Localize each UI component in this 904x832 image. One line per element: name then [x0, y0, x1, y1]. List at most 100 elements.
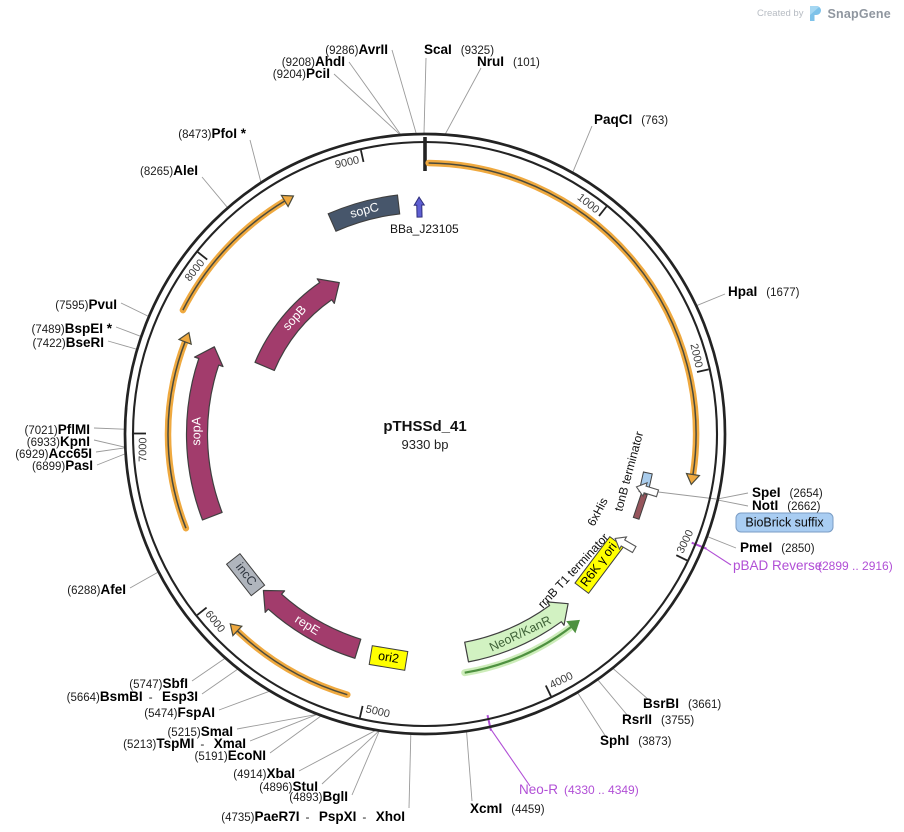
leader-SbfI [191, 658, 225, 682]
enzyme-label-PciI[interactable]: (9204)PciI [273, 66, 330, 81]
leader-BglI [351, 731, 380, 796]
enzyme-label-HpaI[interactable]: HpaI (1677) [728, 284, 800, 299]
enzyme-label-PvuI[interactable]: (7595)PvuI [55, 297, 117, 312]
enzyme-label-PaeR7IPspXIXhoI[interactable]: (4735)PaeR7I - PspXI - XhoI [221, 809, 405, 824]
scale-tick-2000 [696, 368, 709, 373]
enzyme-label-BsmBIEsp3I[interactable]: (5664)BsmBI - Esp3I [67, 689, 198, 704]
enzyme-label-PfoI[interactable]: (8473)PfoI * [178, 126, 246, 141]
enzyme-label-XcmI[interactable]: XcmI (4459) [470, 801, 545, 816]
leader-XbaI [298, 730, 376, 772]
svg-text:BioBrick suffix: BioBrick suffix [745, 515, 824, 529]
enzyme-label-NotI[interactable]: NotI (2662) [752, 498, 821, 513]
leader-RsrII [597, 679, 629, 717]
plasmid-size: 9330 bp [401, 436, 449, 452]
leader-FspAI [218, 690, 270, 711]
enzyme-label-SphI[interactable]: SphI (3873) [600, 733, 672, 748]
enzyme-label-SpeI[interactable]: SpeI (2654) [752, 485, 823, 500]
leader-AleI [201, 176, 228, 208]
feature-repE[interactable]: repE [262, 589, 362, 659]
snapgene-credit: Created by SnapGene [757, 5, 891, 22]
enzyme-label-BglI[interactable]: (4893)BglI [289, 789, 348, 804]
leader-HpaI [696, 293, 726, 306]
BBa_J23105-label: BBa_J23105 [390, 222, 459, 236]
feature-label-ori2: ori2 [377, 649, 400, 666]
feature-sopC[interactable]: sopC [327, 194, 401, 232]
scale-tick-6000 [196, 606, 208, 616]
leader-BsmBIEsp3I [201, 669, 238, 695]
leader-NruI [445, 67, 482, 134]
feature-sopA[interactable]: sopA [185, 346, 224, 521]
leader-AfeI [129, 572, 158, 589]
feature-6xHis-glyph[interactable] [632, 492, 648, 520]
enzyme-label-BseRI[interactable]: (7422)BseRI [32, 335, 104, 350]
leader-PmeI [707, 536, 737, 549]
leader-AhdI [348, 61, 401, 135]
leader-PfoI [249, 139, 262, 182]
leader-TspMIXmaI [249, 714, 317, 742]
scale-label-9000: 9000 [334, 154, 361, 171]
scale-tick-4000 [544, 685, 552, 697]
plasmid-ring-outer [123, 132, 727, 736]
primer-leader [490, 728, 531, 787]
biobrick-suffix-label[interactable]: BioBrick suffix [735, 512, 834, 533]
primer-label-pBADReverse[interactable]: pBAD Reverse(2899 .. 2916) [733, 558, 893, 573]
rrnB-T1-terminator-glyph[interactable] [612, 532, 638, 555]
primer-leader [704, 547, 732, 566]
enzyme-label-NruI[interactable]: NruI (101) [477, 54, 540, 69]
feature-sopB[interactable]: sopB [254, 278, 340, 372]
neoR-gene-arrow[interactable] [461, 619, 580, 677]
primer-label-NeoR[interactable]: Neo-R (4330 .. 4349) [519, 782, 639, 797]
enzyme-label-PasI[interactable]: (6899)PasI [32, 458, 93, 473]
feature-NeoR-KanR[interactable]: NeoR/KanR [464, 601, 569, 663]
sopA-region-arrow[interactable] [164, 331, 193, 532]
region-arrow-1[interactable] [425, 159, 701, 486]
scale-tick-9000 [360, 150, 365, 163]
enzyme-label-TspMIXmaI[interactable]: (5213)TspMI - XmaI [123, 736, 246, 751]
enzyme-label-SbfI[interactable]: (5747)SbfI [129, 676, 188, 691]
plasmid-title: pTHSSd_41 9330 bp [383, 418, 466, 453]
leader-StuI [321, 731, 379, 785]
enzyme-label-SmaI[interactable]: (5215)SmaI [167, 724, 233, 739]
BBa_J23105-glyph[interactable] [413, 196, 426, 218]
leader-Acc65I [95, 447, 125, 453]
repE-region-arrow[interactable] [229, 623, 351, 698]
leader-NotI [718, 499, 749, 507]
leader-EcoNI [269, 715, 321, 754]
sopB-region-arrow[interactable] [179, 194, 295, 314]
leader-SpeI [718, 492, 749, 500]
enzyme-label-AleI[interactable]: (8265)AleI [140, 163, 198, 178]
plasmid-name: pTHSSd_41 [383, 418, 467, 435]
leader-PflMI [93, 427, 125, 430]
enzyme-label-AhdI[interactable]: (9208)AhdI [282, 54, 345, 69]
enzyme-label-AfeI[interactable]: (6288)AfeI [67, 582, 126, 597]
enzyme-label-BspEI[interactable]: (7489)BspEI * [31, 321, 112, 336]
inner-leader-0 [649, 490, 717, 500]
enzyme-label-AvrII[interactable]: (9286)AvrII [325, 42, 388, 57]
leader-PasI [96, 453, 125, 466]
leader-XcmI [466, 732, 473, 802]
enzyme-label-KpnI[interactable]: (6933)KpnI [27, 434, 90, 449]
scale-label-4000: 4000 [548, 670, 575, 691]
enzyme-label-XbaI[interactable]: (4914)XbaI [233, 766, 295, 781]
snapgene-logo-icon [808, 5, 822, 22]
enzyme-label-FspAI[interactable]: (5474)FspAI [144, 705, 215, 720]
enzyme-label-PmeI[interactable]: PmeI (2850) [740, 540, 815, 555]
enzyme-label-PaqCI[interactable]: PaqCI (763) [594, 112, 668, 127]
enzyme-label-EcoNI[interactable]: (5191)EcoNI [194, 748, 266, 763]
snapgene-brand-text: SnapGene [827, 6, 891, 21]
enzyme-label-ScaI[interactable]: ScaI (9325) [424, 42, 494, 57]
scale-label-2000: 2000 [687, 343, 704, 370]
svg-text:pBAD Reverse: pBAD Reverse [733, 558, 822, 573]
misc-terminator-arrow-glyph[interactable] [634, 480, 660, 500]
feature-incC[interactable]: incC [225, 553, 266, 597]
leader-ScaI [423, 57, 427, 134]
enzyme-label-PflMI[interactable]: (7021)PflMI [25, 422, 91, 437]
enzyme-label-StuI[interactable]: (4896)StuI [259, 779, 318, 794]
enzyme-label-Acc65I[interactable]: (6929)Acc65I [15, 446, 92, 461]
feature-ori2[interactable]: ori2 [368, 645, 409, 671]
enzyme-label-RsrII[interactable]: RsrII (3755) [622, 712, 694, 727]
scale-label-7000: 7000 [137, 437, 149, 462]
leader-PvuI [120, 302, 149, 317]
enzyme-label-BsrBI[interactable]: BsrBI (3661) [643, 696, 721, 711]
